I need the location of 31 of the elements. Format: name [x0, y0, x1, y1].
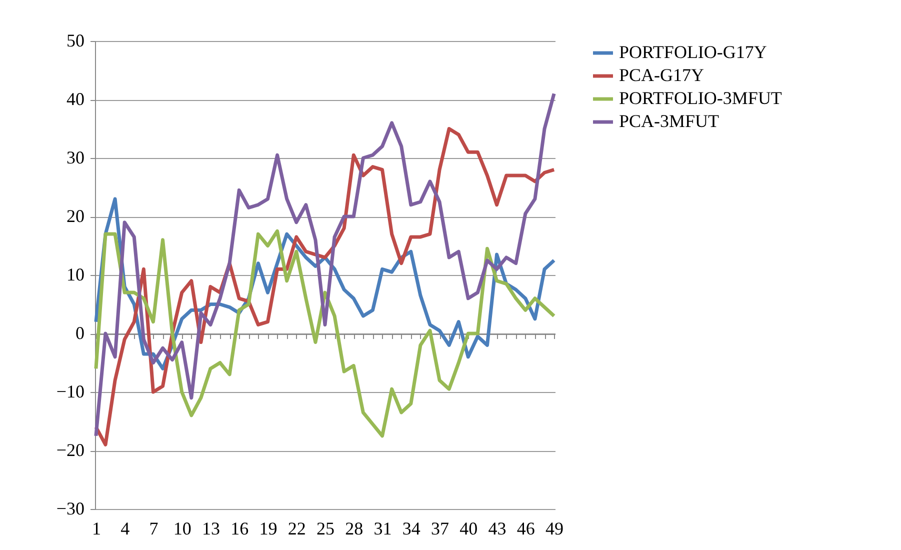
y-tick-label: −10: [56, 382, 84, 402]
y-tick-label: 40: [66, 89, 84, 109]
line-series: [94, 229, 556, 438]
legend-label: PCA-G17Y: [619, 65, 704, 85]
y-tick-label: 50: [66, 30, 84, 50]
legend-label: PORTFOLIO-3MFUT: [619, 88, 782, 108]
legend-label: PORTFOLIO-G17Y: [619, 42, 767, 62]
y-tick-label: 0: [76, 323, 84, 343]
x-tick-label: 10: [173, 518, 192, 538]
x-tick-label: 37: [431, 518, 450, 538]
x-tick-label: 19: [259, 518, 278, 538]
x-tick-label: 43: [488, 518, 506, 538]
y-tick-label: 10: [66, 264, 84, 284]
y-tick-label: 30: [66, 148, 84, 168]
x-tick-label: 16: [230, 518, 249, 538]
x-tick-label: 22: [288, 518, 306, 538]
x-tick-label: 25: [316, 518, 334, 538]
x-tick-label: 1: [92, 518, 101, 538]
x-tick-label: 31: [374, 518, 392, 538]
x-tick-label: 40: [460, 518, 478, 538]
x-tick-label: 46: [516, 518, 535, 538]
y-tick-label: 20: [66, 206, 84, 226]
x-tick-label: 13: [202, 518, 220, 538]
y-tick-label: −30: [56, 498, 84, 518]
x-tick-label: 7: [149, 518, 158, 538]
x-tick-label: 28: [345, 518, 364, 538]
legend-label: PCA-3MFUT: [619, 111, 720, 131]
y-tick-label: −20: [56, 440, 84, 460]
x-tick-label: 49: [546, 518, 564, 538]
x-tick-label: 34: [402, 518, 420, 538]
x-tick-label: 4: [120, 518, 130, 538]
